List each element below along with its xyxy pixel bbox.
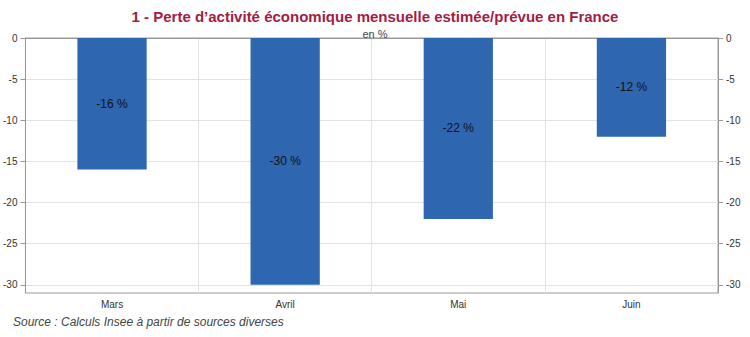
svg-text:-20: -20 [3, 197, 18, 208]
svg-text:Source : Calculs Insee à parti: Source : Calculs Insee à partir de sourc… [13, 315, 284, 329]
svg-text:Mars: Mars [101, 299, 123, 310]
svg-text:0: 0 [12, 33, 18, 44]
svg-text:-30: -30 [726, 279, 741, 290]
svg-text:Juin: Juin [622, 299, 640, 310]
svg-text:-22 %: -22 % [443, 121, 475, 135]
svg-text:Avril: Avril [276, 299, 295, 310]
svg-text:1 - Perte d’activité économiqu: 1 - Perte d’activité économique mensuell… [132, 8, 619, 25]
svg-text:0: 0 [726, 33, 732, 44]
svg-text:-15: -15 [3, 156, 18, 167]
svg-text:-30: -30 [3, 279, 18, 290]
svg-text:-5: -5 [726, 74, 735, 85]
svg-text:-30 %: -30 % [269, 154, 301, 168]
svg-text:-25: -25 [726, 238, 741, 249]
svg-text:-10: -10 [726, 115, 741, 126]
svg-text:-12 %: -12 % [616, 80, 648, 94]
svg-text:Mai: Mai [450, 299, 466, 310]
svg-text:-16 %: -16 % [96, 97, 128, 111]
svg-text:-20: -20 [726, 197, 741, 208]
svg-text:en %: en % [362, 28, 387, 40]
svg-text:-25: -25 [3, 238, 18, 249]
svg-text:-15: -15 [726, 156, 741, 167]
svg-text:-5: -5 [9, 74, 18, 85]
svg-text:-10: -10 [3, 115, 18, 126]
